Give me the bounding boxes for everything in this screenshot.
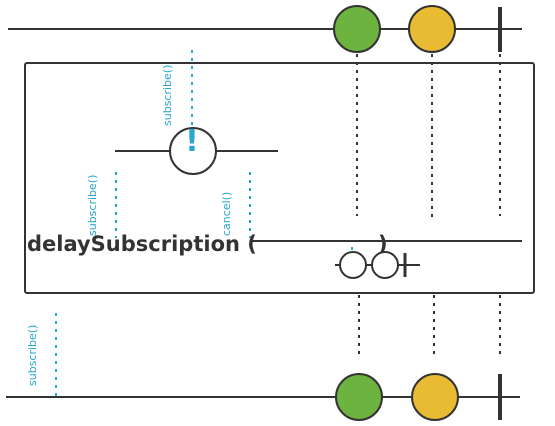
- result-projections: [358, 295, 501, 354]
- notifier-subscribe-label: subscribe(): [161, 65, 174, 126]
- notifier-exclamation: !: [185, 124, 199, 159]
- source-projections: [356, 54, 501, 220]
- source-item-yellow: [408, 5, 456, 53]
- notifier-publisher: subscribe() ! subscribe() cancel(): [86, 50, 278, 238]
- result-item-green: [335, 373, 383, 421]
- operator-name: delaySubscription (: [27, 232, 257, 256]
- operator-box: [24, 62, 535, 294]
- notifier-item: [169, 127, 217, 175]
- mini-item-2: [371, 251, 399, 279]
- operator-mini-marble: [335, 247, 420, 279]
- trigger-subscribe-label: subscribe(): [86, 175, 99, 236]
- source-item-green: [333, 5, 381, 53]
- result-timeline: subscribe(): [6, 313, 520, 421]
- result-item-yellow: [411, 373, 459, 421]
- operator-close-paren: ): [378, 232, 388, 256]
- result-subscribe-label: subscribe(): [26, 325, 39, 386]
- source-timeline: [8, 5, 522, 53]
- trigger-cancel-label: cancel(): [220, 192, 233, 236]
- mini-item-1: [339, 251, 367, 279]
